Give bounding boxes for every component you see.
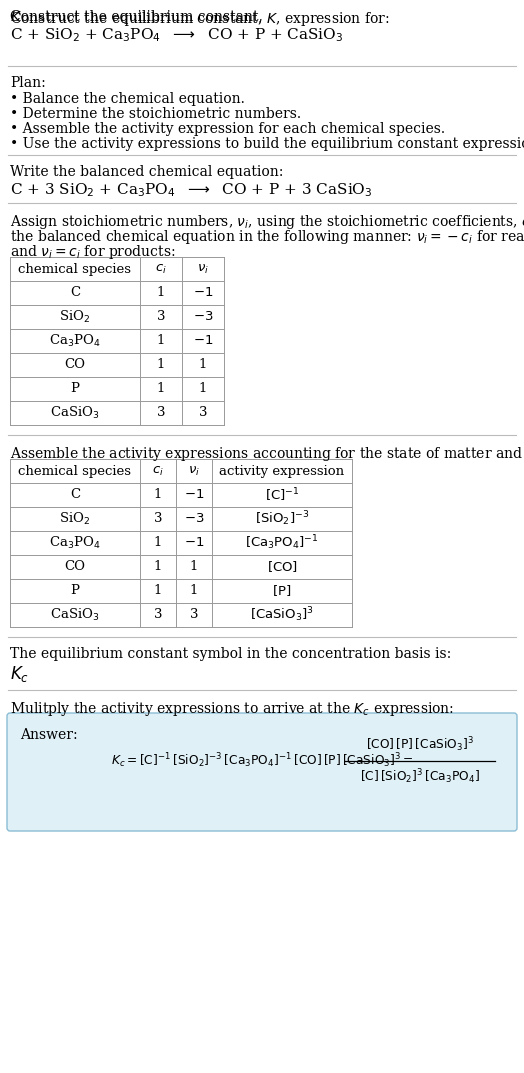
- Text: $-3$: $-3$: [184, 513, 204, 526]
- Text: 1: 1: [154, 488, 162, 501]
- Text: C + SiO$_2$ + Ca$_3$PO$_4$  $\longrightarrow$  CO + P + CaSiO$_3$: C + SiO$_2$ + Ca$_3$PO$_4$ $\longrightar…: [10, 26, 343, 44]
- Text: $-1$: $-1$: [193, 286, 213, 299]
- Text: Assemble the activity expressions accounting for the state of matter and $\nu_i$: Assemble the activity expressions accoun…: [10, 445, 524, 464]
- Text: C: C: [70, 286, 80, 299]
- Text: 1: 1: [199, 358, 207, 371]
- Text: $\nu_i$: $\nu_i$: [188, 465, 200, 477]
- Text: • Determine the stoichiometric numbers.: • Determine the stoichiometric numbers.: [10, 107, 301, 121]
- Text: 1: 1: [157, 358, 165, 371]
- Text: Ca$_3$PO$_4$: Ca$_3$PO$_4$: [49, 535, 101, 552]
- Text: $[\mathrm{P}]$: $[\mathrm{P}]$: [272, 584, 292, 599]
- Text: Construct the equilibrium constant, $\mathit{K}$, expression for:: Construct the equilibrium constant, $\ma…: [10, 10, 390, 28]
- Text: $\mathit{K}$: $\mathit{K}$: [10, 10, 22, 24]
- Text: $[\mathrm{CO}]$: $[\mathrm{CO}]$: [267, 559, 298, 574]
- Text: 1: 1: [154, 585, 162, 598]
- Text: $[\mathrm{C}]\,[\mathrm{SiO_2}]^3\,[\mathrm{Ca_3PO_4}]$: $[\mathrm{C}]\,[\mathrm{SiO_2}]^3\,[\mat…: [360, 767, 480, 787]
- Text: SiO$_2$: SiO$_2$: [59, 511, 91, 527]
- Text: 3: 3: [199, 407, 208, 420]
- Text: $[\mathrm{CaSiO_3}]^3$: $[\mathrm{CaSiO_3}]^3$: [250, 605, 314, 624]
- Text: 1: 1: [157, 382, 165, 396]
- Text: Assign stoichiometric numbers, $\nu_i$, using the stoichiometric coefficients, $: Assign stoichiometric numbers, $\nu_i$, …: [10, 214, 524, 231]
- Text: chemical species: chemical species: [18, 263, 132, 276]
- Text: CO: CO: [64, 560, 85, 573]
- Text: Write the balanced chemical equation:: Write the balanced chemical equation:: [10, 165, 283, 179]
- Text: $c_i$: $c_i$: [155, 263, 167, 276]
- Text: SiO$_2$: SiO$_2$: [59, 309, 91, 325]
- Text: • Assemble the activity expression for each chemical species.: • Assemble the activity expression for e…: [10, 122, 445, 136]
- Text: 3: 3: [190, 608, 198, 621]
- Text: C: C: [70, 488, 80, 501]
- Text: 1: 1: [157, 286, 165, 299]
- Text: $-1$: $-1$: [193, 335, 213, 348]
- Text: P: P: [71, 382, 80, 396]
- Text: and $\nu_i = c_i$ for products:: and $\nu_i = c_i$ for products:: [10, 242, 176, 261]
- Text: 1: 1: [199, 382, 207, 396]
- Text: chemical species: chemical species: [18, 465, 132, 477]
- Text: Mulitply the activity expressions to arrive at the $K_c$ expression:: Mulitply the activity expressions to arr…: [10, 700, 454, 718]
- Text: activity expression: activity expression: [220, 465, 345, 477]
- Text: $\nu_i$: $\nu_i$: [197, 263, 209, 276]
- Text: 1: 1: [157, 335, 165, 348]
- Text: 1: 1: [154, 536, 162, 549]
- Text: Plan:: Plan:: [10, 76, 46, 90]
- Text: CO: CO: [64, 358, 85, 371]
- Text: 3: 3: [157, 407, 165, 420]
- Text: $K_c = [\mathrm{C}]^{-1}\,[\mathrm{SiO_2}]^{-3}\,[\mathrm{Ca_3PO_4}]^{-1}\,[\mat: $K_c = [\mathrm{C}]^{-1}\,[\mathrm{SiO_2…: [111, 752, 413, 770]
- Text: $[\mathrm{CO}]\,[\mathrm{P}]\,[\mathrm{CaSiO_3}]^3$: $[\mathrm{CO}]\,[\mathrm{P}]\,[\mathrm{C…: [366, 736, 474, 754]
- Text: $[\mathrm{C}]^{-1}$: $[\mathrm{C}]^{-1}$: [265, 486, 299, 503]
- Text: $c_i$: $c_i$: [152, 465, 164, 477]
- Text: CaSiO$_3$: CaSiO$_3$: [50, 405, 100, 421]
- Text: The equilibrium constant symbol in the concentration basis is:: The equilibrium constant symbol in the c…: [10, 647, 451, 661]
- Text: Construct the equilibrium constant,: Construct the equilibrium constant,: [10, 10, 267, 24]
- FancyBboxPatch shape: [7, 712, 517, 831]
- Text: C + 3 SiO$_2$ + Ca$_3$PO$_4$  $\longrightarrow$  CO + P + 3 CaSiO$_3$: C + 3 SiO$_2$ + Ca$_3$PO$_4$ $\longright…: [10, 181, 373, 199]
- Text: $[\mathrm{SiO_2}]^{-3}$: $[\mathrm{SiO_2}]^{-3}$: [255, 510, 309, 528]
- Text: • Balance the chemical equation.: • Balance the chemical equation.: [10, 92, 245, 106]
- Text: 3: 3: [154, 608, 162, 621]
- Text: 1: 1: [190, 560, 198, 573]
- Text: Ca$_3$PO$_4$: Ca$_3$PO$_4$: [49, 333, 101, 349]
- Text: Answer:: Answer:: [20, 727, 78, 743]
- Text: $-3$: $-3$: [193, 310, 213, 323]
- Text: $K_c$: $K_c$: [10, 664, 29, 684]
- Text: CaSiO$_3$: CaSiO$_3$: [50, 607, 100, 623]
- Text: $-1$: $-1$: [184, 488, 204, 501]
- Text: 3: 3: [154, 513, 162, 526]
- Text: 3: 3: [157, 310, 165, 323]
- Text: the balanced chemical equation in the following manner: $\nu_i = -c_i$ for react: the balanced chemical equation in the fo…: [10, 227, 524, 246]
- Text: $[\mathrm{Ca_3PO_4}]^{-1}$: $[\mathrm{Ca_3PO_4}]^{-1}$: [245, 533, 319, 553]
- Text: 1: 1: [154, 560, 162, 573]
- Text: P: P: [71, 585, 80, 598]
- Text: • Use the activity expressions to build the equilibrium constant expression.: • Use the activity expressions to build …: [10, 137, 524, 151]
- Text: 1: 1: [190, 585, 198, 598]
- Text: $-1$: $-1$: [184, 536, 204, 549]
